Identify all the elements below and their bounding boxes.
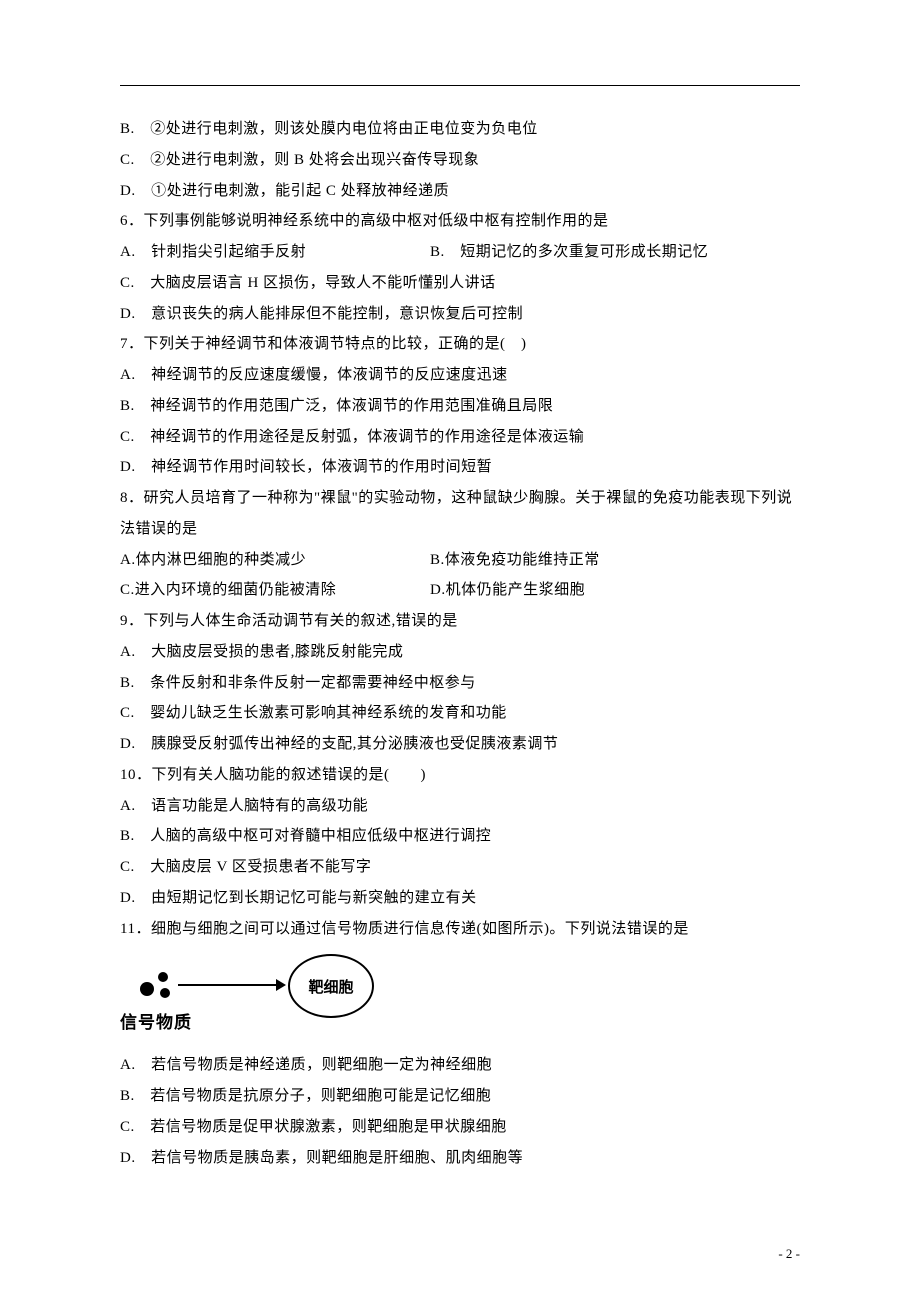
q6-option-a: A. 针刺指尖引起缩手反射 <box>120 237 430 268</box>
target-cell-label: 靶细胞 <box>288 954 374 1018</box>
q11-figure: 靶细胞 信号物质 <box>120 954 380 1044</box>
signal-label: 信号物质 <box>120 1008 192 1033</box>
signal-dots-icon <box>140 972 180 1002</box>
q11-option-d: D. 若信号物质是胰岛素，则靶细胞是肝细胞、肌肉细胞等 <box>120 1143 800 1174</box>
q6-option-d: D. 意识丧失的病人能排尿但不能控制，意识恢复后可控制 <box>120 299 800 330</box>
q9-option-a: A. 大脑皮层受损的患者,膝跳反射能完成 <box>120 637 800 668</box>
q6-stem: 6．下列事例能够说明神经系统中的高级中枢对低级中枢有控制作用的是 <box>120 206 800 237</box>
q8-options-ab: A.体内淋巴细胞的种类减少 B.体液免疫功能维持正常 <box>120 545 800 576</box>
q8-option-a: A.体内淋巴细胞的种类减少 <box>120 545 430 576</box>
q10-option-a: A. 语言功能是人脑特有的高级功能 <box>120 791 800 822</box>
header-rule <box>120 85 800 86</box>
q7-option-d: D. 神经调节作用时间较长，体液调节的作用时间短暂 <box>120 452 800 483</box>
q11-option-c: C. 若信号物质是促甲状腺激素，则靶细胞是甲状腺细胞 <box>120 1112 800 1143</box>
q8-option-c: C.进入内环境的细菌仍能被清除 <box>120 575 430 606</box>
q11-option-b: B. 若信号物质是抗原分子，则靶细胞可能是记忆细胞 <box>120 1081 800 1112</box>
q5-option-d: D. ①处进行电刺激，能引起 C 处释放神经递质 <box>120 176 800 207</box>
q5-option-b: B. ②处进行电刺激，则该处膜内电位将由正电位变为负电位 <box>120 114 800 145</box>
q8-options-cd: C.进入内环境的细菌仍能被清除 D.机体仍能产生浆细胞 <box>120 575 800 606</box>
page-number: - 2 - <box>778 1246 800 1262</box>
q8-option-b: B.体液免疫功能维持正常 <box>430 545 600 576</box>
q7-option-c: C. 神经调节的作用途径是反射弧，体液调节的作用途径是体液运输 <box>120 422 800 453</box>
q5-option-c: C. ②处进行电刺激，则 B 处将会出现兴奋传导现象 <box>120 145 800 176</box>
arrow-head-icon <box>276 979 286 991</box>
q8-option-d: D.机体仍能产生浆细胞 <box>430 575 585 606</box>
q7-stem: 7．下列关于神经调节和体液调节特点的比较，正确的是( ) <box>120 329 800 360</box>
document-page: B. ②处进行电刺激，则该处膜内电位将由正电位变为负电位 C. ②处进行电刺激，… <box>0 0 920 1302</box>
q11-stem: 11．细胞与细胞之间可以通过信号物质进行信息传递(如图所示)。下列说法错误的是 <box>120 914 800 945</box>
arrow-line-icon <box>178 984 278 986</box>
q7-option-a: A. 神经调节的反应速度缓慢，体液调节的反应速度迅速 <box>120 360 800 391</box>
dot-icon <box>140 982 154 996</box>
q6-option-b: B. 短期记忆的多次重复可形成长期记忆 <box>430 237 708 268</box>
q9-option-d: D. 胰腺受反射弧传出神经的支配,其分泌胰液也受促胰液素调节 <box>120 729 800 760</box>
dot-icon <box>160 988 170 998</box>
q11-option-a: A. 若信号物质是神经递质，则靶细胞一定为神经细胞 <box>120 1050 800 1081</box>
q10-stem: 10．下列有关人脑功能的叙述错误的是( ) <box>120 760 800 791</box>
q9-stem: 9．下列与人体生命活动调节有关的叙述,错误的是 <box>120 606 800 637</box>
q9-option-b: B. 条件反射和非条件反射一定都需要神经中枢参与 <box>120 668 800 699</box>
q6-options-ab: A. 针刺指尖引起缩手反射 B. 短期记忆的多次重复可形成长期记忆 <box>120 237 800 268</box>
q6-option-c: C. 大脑皮层语言 H 区损伤，导致人不能听懂别人讲话 <box>120 268 800 299</box>
q10-option-b: B. 人脑的高级中枢可对脊髓中相应低级中枢进行调控 <box>120 821 800 852</box>
q7-option-b: B. 神经调节的作用范围广泛，体液调节的作用范围准确且局限 <box>120 391 800 422</box>
q10-option-d: D. 由短期记忆到长期记忆可能与新突触的建立有关 <box>120 883 800 914</box>
q9-option-c: C. 婴幼儿缺乏生长激素可影响其神经系统的发育和功能 <box>120 698 800 729</box>
q8-stem: 8．研究人员培育了一种称为"裸鼠"的实验动物，这种鼠缺少胸腺。关于裸鼠的免疫功能… <box>120 483 800 545</box>
dot-icon <box>158 972 168 982</box>
q10-option-c: C. 大脑皮层 V 区受损患者不能写字 <box>120 852 800 883</box>
